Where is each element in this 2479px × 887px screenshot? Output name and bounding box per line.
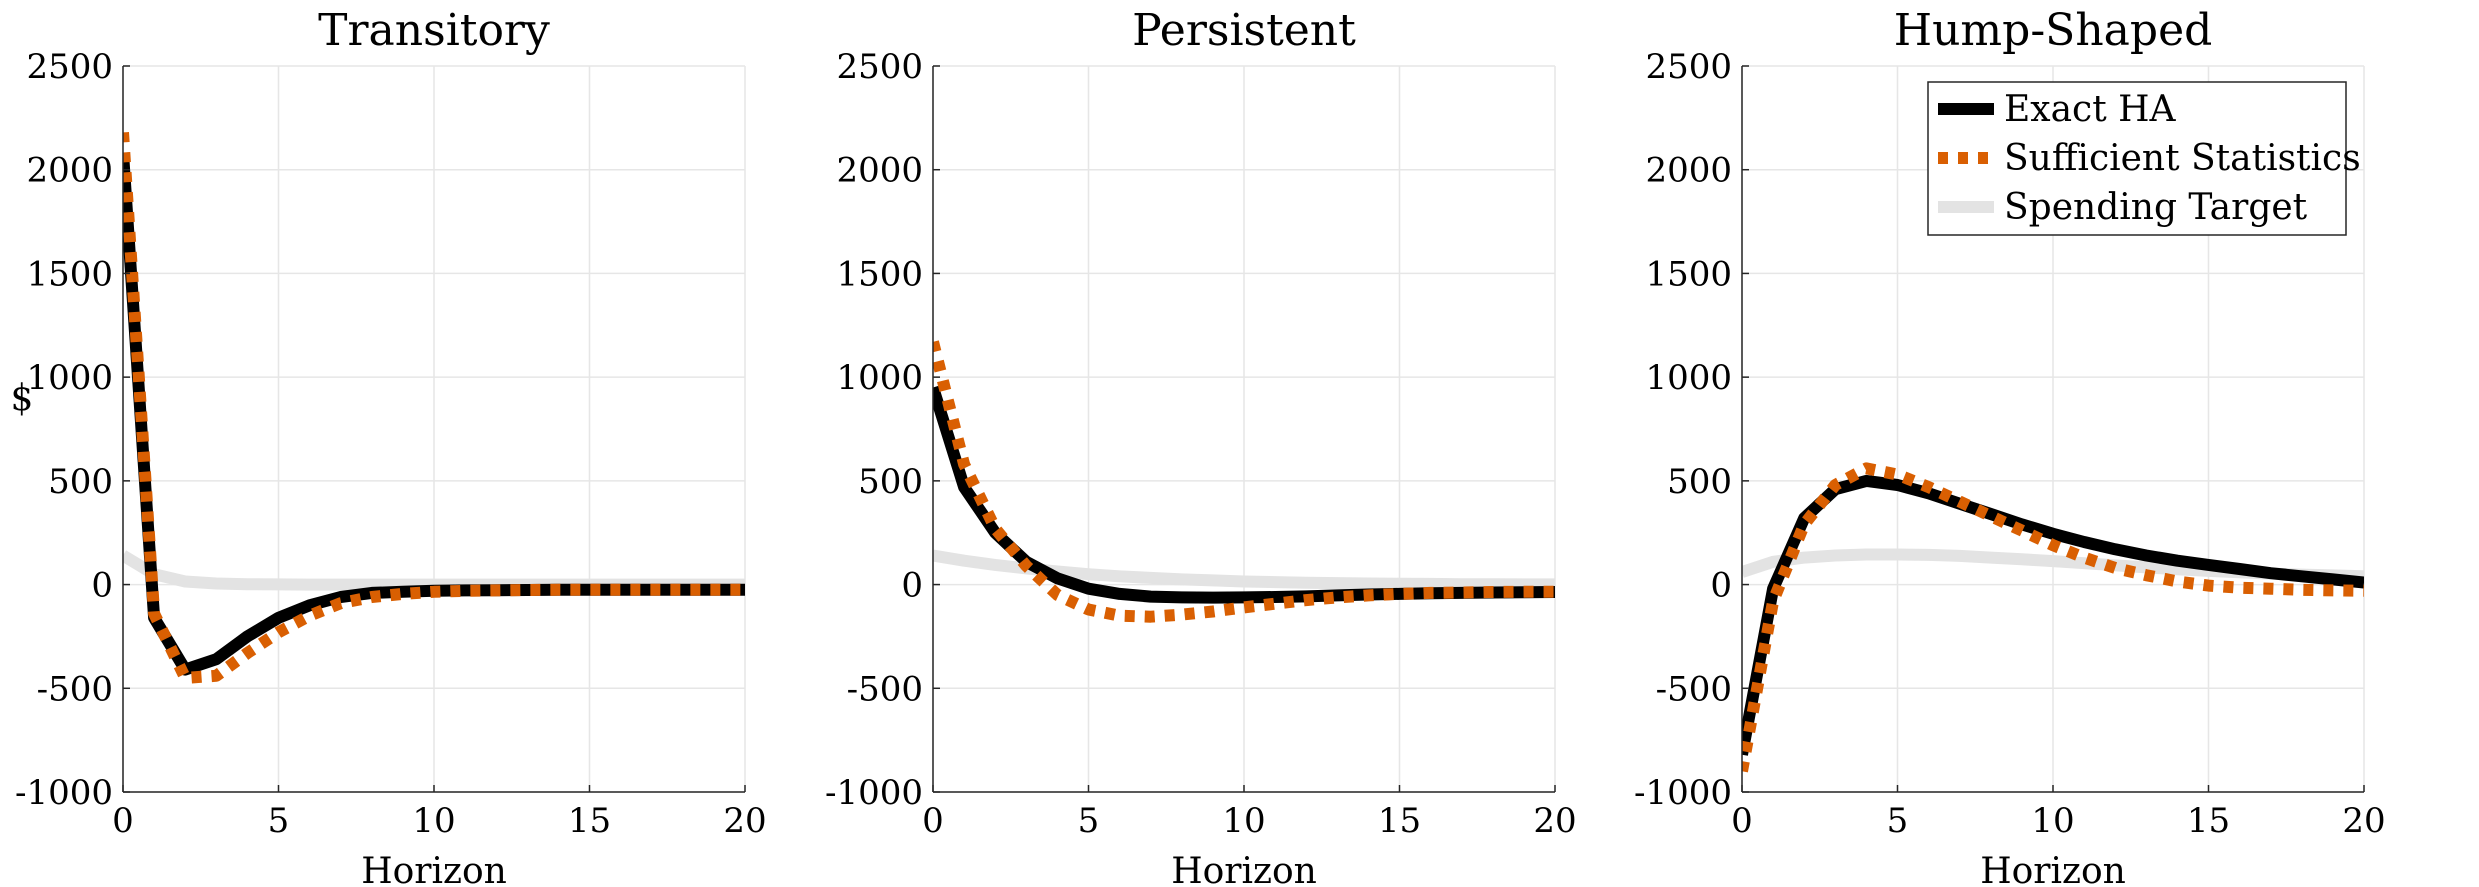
x-tick-label: 0 [1731,801,1753,841]
y-tick-label: 500 [858,462,923,502]
y-tick-label: 1000 [1645,358,1732,398]
x-tick-label: 0 [112,801,134,841]
x-tick-label: 20 [2342,801,2385,841]
series-line-exact-ha [1742,474,2364,756]
x-tick-label: 5 [1887,801,1909,841]
y-tick-label: -1000 [1634,773,1732,813]
x-tick-label: 15 [568,801,611,841]
x-axis-label: Horizon [1980,851,2126,887]
x-tick-label: 15 [2187,801,2230,841]
chart-panel-1: -1000 -500 0 500 1000 1500 2000 2500 0 5 10 15 20 Tra… [15,5,767,887]
x-tick-label: 0 [922,801,944,841]
x-axis-label: Horizon [1171,851,1317,887]
x-tick-label: 20 [723,801,766,841]
y-tick-label: -1000 [15,773,113,813]
series-line-sufficient-statistics [123,132,745,684]
y-tick-label: 1500 [836,254,923,294]
x-tick-label: 10 [412,801,455,841]
y-tick-label: 500 [48,462,113,502]
legend: Exact HA Sufficient Statistics Spending Ta… [1927,81,2361,236]
x-tick-label: 15 [1378,801,1421,841]
x-tick-label: 10 [2031,801,2074,841]
x-tick-label: 5 [1078,801,1100,841]
y-tick-label: -1000 [825,773,923,813]
legend-label: Spending Target [2004,187,2308,228]
y-tick-label: 0 [1710,566,1732,606]
x-tick-label: 20 [1533,801,1576,841]
panel-title: Persistent [1132,5,1356,56]
y-tick-label: 2000 [836,151,923,191]
legend-box [1927,81,2347,236]
panel-title: Hump-Shaped [1894,5,2213,56]
y-tick-label: 1000 [836,358,923,398]
series-line-sufficient-statistics [1742,462,2364,773]
x-axis-label: Horizon [361,851,507,887]
series-line-sufficient-statistics [933,340,1555,623]
y-tick-label: -500 [1656,669,1732,709]
legend-label: Exact HA [2004,89,2177,130]
y-tick-label: 2500 [1645,47,1732,87]
panel-title: Transitory [318,5,550,56]
y-tick-label: 2000 [1645,151,1732,191]
y-tick-label: -500 [847,669,923,709]
y-axis-label: $ [11,378,34,419]
chart-panel-2: -1000 -500 0 500 1000 1500 2000 2500 0 5 10 15 20 Per… [825,5,1577,887]
y-tick-label: 2500 [26,47,113,87]
x-tick-label: 10 [1222,801,1265,841]
y-tick-label: 0 [901,566,923,606]
chart-panel-3: -1000 -500 0 500 1000 1500 2000 2500 0 5 10 15 20 Hum… [1634,5,2386,887]
y-tick-label: 1000 [26,358,113,398]
y-tick-label: 0 [91,566,113,606]
legend-label: Sufficient Statistics [2004,138,2361,179]
y-tick-label: 1500 [1645,254,1732,294]
y-tick-label: 2500 [836,47,923,87]
y-tick-label: 2000 [26,151,113,191]
x-tick-label: 5 [268,801,290,841]
y-tick-label: 500 [1667,462,1732,502]
y-tick-label: 1500 [26,254,113,294]
y-tick-label: -500 [37,669,113,709]
